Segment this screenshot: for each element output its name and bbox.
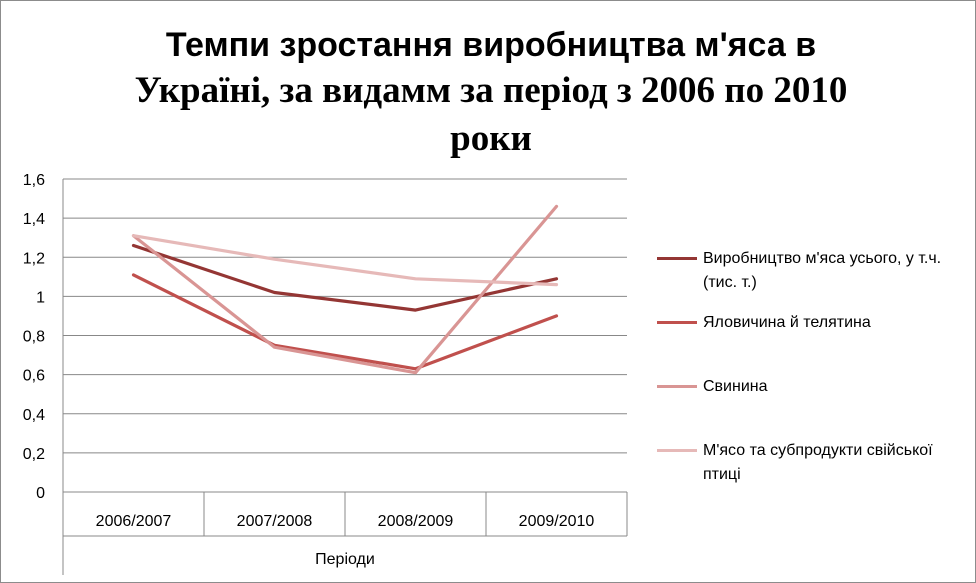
series-lines (131, 204, 559, 375)
legend-swatch (657, 321, 697, 324)
x-tick-label: 2006/2007 (96, 513, 172, 530)
series-line-2 (131, 273, 559, 371)
legend-item: Виробництво м'яса усього, у т.ч. (тис. т… (657, 247, 965, 295)
legend-swatch (657, 449, 697, 452)
chart-title-line-2: Україні, за видамм за період з 2006 по 2… (134, 70, 848, 111)
y-tick-label: 1,2 (23, 250, 45, 267)
legend-item: Свинина (657, 375, 965, 399)
gridlines (62, 178, 628, 575)
series-line-3 (131, 204, 559, 375)
legend-item: М'ясо та субпродукти свійської птиці (657, 439, 965, 487)
legend-label: Свинина (703, 378, 768, 395)
y-tick-label: 0,4 (23, 407, 45, 424)
y-tick-label: 0,2 (23, 446, 45, 463)
legend-label: М'ясо та субпродукти свійської птиці (703, 442, 933, 483)
y-axis-tick-labels: 0 0,2 0,4 0,6 0,8 1 1,2 1,4 1,6 (23, 172, 45, 502)
y-tick-label: 0,6 (23, 368, 45, 385)
legend-label: Яловичина й телятина (703, 314, 871, 331)
y-tick-label: 1,6 (23, 172, 45, 189)
chart-title: Темпи зростання виробництва м'яса в Укра… (101, 23, 881, 163)
series-line-1 (131, 243, 559, 312)
legend-swatch (657, 257, 697, 260)
y-tick-label: 0 (36, 485, 45, 502)
y-tick-label: 0,8 (23, 329, 45, 346)
x-axis-tick-labels: 2006/2007 2007/2008 2008/2009 2009/2010 (96, 513, 595, 530)
x-tick-label: 2008/2009 (378, 513, 454, 530)
legend-item: Яловичина й телятина (657, 311, 965, 335)
series-line-4 (131, 234, 559, 287)
legend-swatch (657, 385, 697, 388)
x-tick-label: 2007/2008 (237, 513, 313, 530)
chart-title-line-1: Темпи зростання виробництва м'яса в (165, 26, 817, 64)
x-tick-label: 2009/2010 (519, 513, 595, 530)
x-axis-label: Періоди (315, 551, 375, 568)
legend-label: Виробництво м'яса усього, у т.ч. (тис. т… (703, 250, 942, 291)
y-tick-label: 1 (36, 289, 45, 306)
y-tick-label: 1,4 (23, 211, 45, 228)
chart-title-line-3: роки (450, 118, 532, 159)
